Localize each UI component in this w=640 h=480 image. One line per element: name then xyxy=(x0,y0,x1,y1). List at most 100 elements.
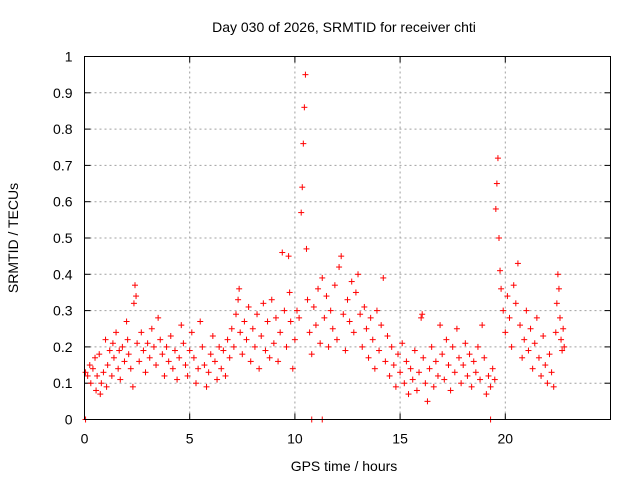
data-point xyxy=(184,372,191,379)
data-point xyxy=(492,205,499,212)
data-point xyxy=(327,307,334,314)
data-point xyxy=(437,322,444,329)
data-point xyxy=(220,347,227,354)
y-tick-label: 0.5 xyxy=(53,230,73,246)
data-point xyxy=(497,267,504,274)
data-point xyxy=(559,347,566,354)
data-point xyxy=(315,285,322,292)
data-point xyxy=(92,354,99,361)
data-point xyxy=(123,318,130,325)
data-point xyxy=(146,354,153,361)
data-point xyxy=(500,307,507,314)
data-point xyxy=(329,325,336,332)
data-point xyxy=(230,343,237,350)
data-point xyxy=(535,354,542,361)
data-point xyxy=(304,296,311,303)
data-point xyxy=(249,325,256,332)
data-point xyxy=(373,307,380,314)
data-point xyxy=(397,369,404,376)
data-point xyxy=(504,293,511,300)
data-point xyxy=(298,209,305,216)
data-point xyxy=(144,340,151,347)
data-point xyxy=(86,362,93,369)
data-point xyxy=(533,314,540,321)
data-point xyxy=(182,362,189,369)
data-point xyxy=(113,329,120,336)
data-point xyxy=(527,325,534,332)
data-point xyxy=(138,329,145,336)
x-tick-label: 10 xyxy=(287,431,303,447)
data-point xyxy=(388,343,395,350)
data-point xyxy=(561,343,568,350)
data-point xyxy=(136,358,143,365)
data-point xyxy=(218,365,225,372)
data-point xyxy=(155,314,162,321)
data-point xyxy=(171,347,178,354)
x-tick-label: 0 xyxy=(81,431,89,447)
data-point xyxy=(449,343,456,350)
data-point xyxy=(121,358,128,365)
data-point xyxy=(418,314,425,321)
y-tick-label: 0.2 xyxy=(53,339,73,355)
data-point xyxy=(207,351,214,358)
data-point xyxy=(236,285,243,292)
data-point xyxy=(510,282,517,289)
data-point xyxy=(384,333,391,340)
data-point xyxy=(399,340,406,347)
data-point xyxy=(165,358,172,365)
y-tick-label: 0.7 xyxy=(53,157,73,173)
data-point xyxy=(133,293,140,300)
data-point xyxy=(548,369,555,376)
data-point xyxy=(361,303,368,310)
data-point xyxy=(464,372,471,379)
data-point xyxy=(289,365,296,372)
data-point xyxy=(272,314,279,321)
data-point xyxy=(110,354,117,361)
data-point xyxy=(301,104,308,111)
data-point xyxy=(239,351,246,358)
data-point xyxy=(323,293,330,300)
data-point xyxy=(430,383,437,390)
data-point xyxy=(456,354,463,361)
data-point xyxy=(451,369,458,376)
data-point xyxy=(352,289,359,296)
data-point xyxy=(197,318,204,325)
data-point xyxy=(283,343,290,350)
data-point xyxy=(348,278,355,285)
data-point xyxy=(117,376,124,383)
data-point xyxy=(268,296,275,303)
data-point xyxy=(336,264,343,271)
data-point xyxy=(401,380,408,387)
data-point xyxy=(403,358,410,365)
data-point xyxy=(434,372,441,379)
data-point xyxy=(512,300,519,307)
data-point xyxy=(355,271,362,278)
data-point xyxy=(494,155,501,162)
y-tick-label: 0.9 xyxy=(53,85,73,101)
grid-layer xyxy=(84,56,611,420)
data-point xyxy=(302,71,309,78)
data-point xyxy=(321,314,328,321)
data-point xyxy=(409,376,416,383)
data-point xyxy=(468,383,475,390)
data-point xyxy=(228,325,235,332)
data-point xyxy=(134,340,141,347)
data-point xyxy=(188,329,195,336)
data-point xyxy=(479,322,486,329)
data-point xyxy=(386,372,393,379)
data-point xyxy=(422,380,429,387)
data-point xyxy=(413,387,420,394)
data-point xyxy=(491,376,498,383)
data-point xyxy=(367,314,374,321)
data-point xyxy=(102,336,109,343)
data-point xyxy=(115,365,122,372)
data-point xyxy=(525,347,532,354)
data-point xyxy=(394,351,401,358)
data-point xyxy=(260,300,267,307)
data-point xyxy=(247,358,254,365)
data-point xyxy=(411,347,418,354)
data-point xyxy=(531,340,538,347)
x-tick-label: 20 xyxy=(498,431,514,447)
data-point xyxy=(303,245,310,252)
